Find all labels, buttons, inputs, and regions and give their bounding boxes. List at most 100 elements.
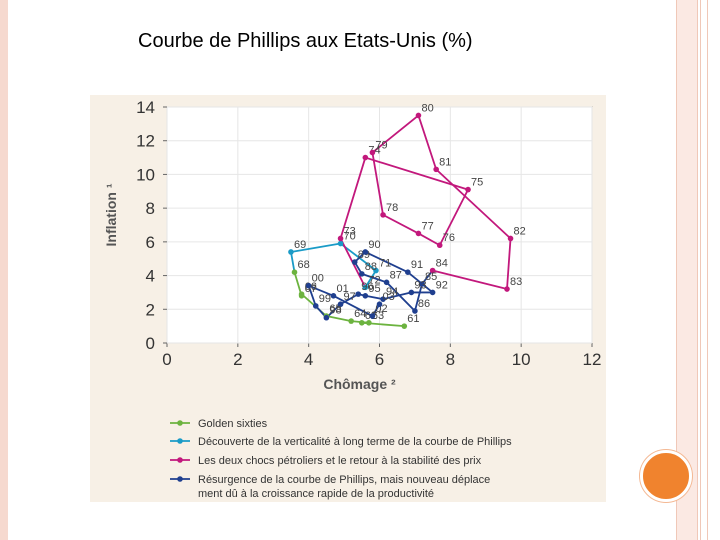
data-point [504,286,510,292]
series-segment [382,291,413,301]
legend-label: Les deux chocs pétroliers et le retour à… [198,455,482,467]
data-point-label: 83 [510,276,522,288]
data-point [429,289,436,296]
data-point-label: 96 [361,281,373,293]
data-point [380,212,386,218]
data-point [415,112,422,119]
x-tick-label: 0 [162,350,171,369]
legend-marker [177,457,183,463]
data-point [433,166,439,173]
y-axis-label: Inflation ¹ [103,183,119,246]
series-segment [371,151,384,216]
data-point-label: 01 [336,283,348,295]
data-point-label: 76 [443,232,455,244]
y-tick-label: 4 [146,267,155,286]
data-point [358,319,365,326]
x-tick-label: 4 [304,350,313,369]
legend-marker [177,476,183,482]
series-segment [307,284,317,307]
data-point [369,149,376,156]
series-segment [339,242,377,272]
data-point [298,293,305,299]
data-point-label: 86 [418,298,430,310]
series-segment [339,156,367,240]
data-point [415,230,422,237]
series-segment [371,114,420,154]
series-segment [438,188,469,247]
series-segment [290,242,342,253]
y-tick-label: 14 [136,98,155,117]
data-point [436,242,443,249]
series-segment [506,237,512,290]
x-tick-label: 12 [583,350,602,369]
series-segment [421,269,434,285]
data-point-label: 79 [375,140,387,152]
data-point-label: 03 [383,291,395,303]
data-point-label: 87 [390,269,402,281]
data-point [383,279,390,286]
data-point [330,293,337,299]
data-point [465,186,471,193]
series-segment [364,269,377,289]
right-border-decoration-thin [700,0,708,540]
data-point [507,235,514,242]
data-point [348,318,354,324]
data-point-label: 94 [386,286,398,298]
data-point-label: 61 [407,313,419,325]
x-tick-label: 10 [512,350,531,369]
series-segment [414,283,423,312]
series-segment [364,251,409,274]
data-point-label: 69 [294,239,306,251]
legend-label: Golden sixties [198,418,268,430]
series-segment [360,272,388,284]
series-segment [290,251,296,274]
legend-marker [177,438,183,444]
legend-label-continued: ment dû à la croissance rapide de la pro… [198,488,434,500]
series-segment [385,281,416,312]
data-point [337,240,344,247]
y-tick-label: 8 [146,199,155,218]
data-point-label: 95 [368,283,380,295]
data-point [380,296,386,302]
data-point [369,313,376,319]
data-point [291,269,298,275]
orange-circle-decoration [640,450,692,502]
series-segment [307,284,335,297]
data-point-label: 81 [439,156,451,168]
data-point-label: 00 [312,273,324,285]
data-point [355,291,362,297]
data-point [401,323,408,329]
data-point [376,301,383,308]
data-point [323,314,330,321]
data-point-label: 70 [344,231,356,243]
data-point-label: 82 [514,225,526,237]
data-point-label: 91 [411,259,423,271]
series-segment [431,269,508,290]
data-point-label: 90 [368,239,380,251]
data-point-label: 72 [368,274,380,286]
y-tick-label: 6 [146,233,155,252]
y-tick-label: 2 [146,300,155,319]
slide-title: Courbe de Phillips aux Etats-Unis (%) [138,30,473,52]
legend-label: Résurgence de la courbe de Phillips, mai… [198,474,490,486]
series-segment [332,294,374,317]
legend-marker [177,420,183,426]
data-point-label: 85 [425,271,437,283]
data-point [362,154,369,161]
data-point [412,308,418,314]
legend-label: Découverte de la verticalité à long term… [198,436,512,448]
data-point-label: 73 [344,225,356,237]
data-point [351,259,358,265]
data-point-label: 78 [386,202,398,214]
left-border-decoration [0,0,8,540]
series-segment [382,213,420,235]
right-border-decoration [676,0,698,540]
data-point [305,282,312,289]
data-point [429,267,436,274]
data-point [362,284,369,291]
data-point-label: 93 [414,279,426,291]
x-axis-label: Chômage ² [323,376,396,392]
data-point [358,271,365,277]
data-point-label: 77 [421,220,433,232]
